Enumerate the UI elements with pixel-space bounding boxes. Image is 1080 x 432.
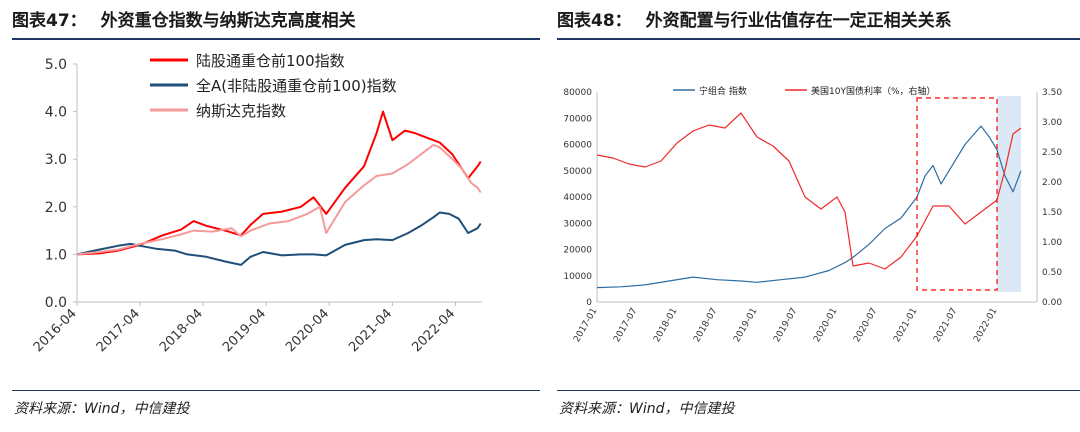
x-tick-label: 2018-04 bbox=[157, 306, 206, 355]
x-tick-label: 2017-04 bbox=[94, 306, 143, 355]
source-rule bbox=[557, 390, 1080, 391]
nasdaq-correlation-chart: 0.0 1.0 2.0 3.0 4.0 5.0 2016-04 2017-04 2018-04 2… bbox=[31, 52, 482, 355]
x-tick-label: 2021-01 bbox=[892, 307, 919, 345]
left-chart-panel: 图表47： 外资重仓指数与纳斯达克高度相关 0.0 1.0 2.0 3.0 4.0 5.0 2… bbox=[12, 11, 540, 417]
x-tick-label: 2022-01 bbox=[972, 307, 999, 345]
left-y-tick-label: 80000 bbox=[563, 88, 592, 98]
left-y-tick-label: 10000 bbox=[563, 272, 592, 282]
title-rule bbox=[557, 38, 1080, 40]
left-y-tick-label: 30000 bbox=[563, 219, 592, 229]
dashed-highlight-box bbox=[916, 97, 998, 291]
y-tick-label: 0.0 bbox=[45, 295, 67, 311]
y-tick-label: 5.0 bbox=[45, 57, 67, 73]
y-tick-label: 1.0 bbox=[45, 247, 67, 263]
left-y-tick-label: 50000 bbox=[563, 167, 592, 177]
x-tick-label: 2019-01 bbox=[732, 307, 759, 345]
left-y-tick-label: 70000 bbox=[563, 114, 592, 124]
x-tick-label: 2021-04 bbox=[346, 306, 395, 355]
right-y-tick-label: 0.00 bbox=[1042, 298, 1062, 308]
series-line-1 bbox=[596, 125, 1022, 289]
chart-title-47: 图表47： 外资重仓指数与纳斯达克高度相关 bbox=[12, 11, 356, 31]
source-note: 资料来源：Wind，中信建投 bbox=[14, 401, 190, 417]
left-y-tick-label: 40000 bbox=[563, 193, 592, 203]
x-tick-label: 2016-04 bbox=[31, 306, 80, 355]
x-tick-label: 2020-07 bbox=[852, 307, 879, 345]
series-line-1 bbox=[76, 110, 482, 256]
x-tick-label: 2020-04 bbox=[283, 306, 332, 355]
y-tick-label: 2.0 bbox=[45, 200, 67, 216]
legend-label: 宁组合 指数 bbox=[699, 85, 747, 97]
x-tick-label: 2018-01 bbox=[652, 307, 679, 345]
highlight-region bbox=[997, 96, 1021, 292]
left-y-tick-label: 60000 bbox=[563, 141, 592, 151]
right-y-tick-label: 1.50 bbox=[1042, 208, 1062, 218]
x-tick-label: 2021-07 bbox=[932, 307, 959, 345]
right-y-tick-label: 3.00 bbox=[1042, 118, 1062, 128]
legend-label: 美国10Y国债利率（%，右轴） bbox=[811, 85, 936, 97]
x-tick-label: 2019-07 bbox=[772, 307, 799, 345]
x-tick-label: 2020-01 bbox=[812, 307, 839, 345]
right-y-tick-label: 2.50 bbox=[1042, 148, 1062, 158]
left-y-tick-label: 0 bbox=[586, 298, 592, 308]
chart-title-48: 图表48： 外资配置与行业估值存在一定正相关关系 bbox=[557, 11, 952, 31]
source-note: 资料来源：Wind，中信建投 bbox=[559, 401, 735, 417]
x-tick-label: 2018-07 bbox=[692, 307, 719, 345]
x-tick-label: 2019-04 bbox=[220, 306, 269, 355]
right-y-tick-label: 0.50 bbox=[1042, 268, 1062, 278]
y-tick-label: 3.0 bbox=[45, 152, 67, 168]
right-chart-panel: 图表48： 外资配置与行业估值存在一定正相关关系 0 10000 20000 30000… bbox=[545, 0, 1080, 432]
right-y-tick-label: 2.00 bbox=[1042, 178, 1062, 188]
series-line-2 bbox=[596, 112, 1022, 270]
series-line-3 bbox=[76, 143, 482, 256]
valuation-correlation-chart: 0 10000 20000 30000 40000 50000 60000 70000 8000… bbox=[563, 85, 1062, 345]
x-tick-label: 2017-07 bbox=[612, 307, 639, 345]
title-rule bbox=[12, 38, 540, 40]
right-y-tick-label: 1.00 bbox=[1042, 238, 1062, 248]
legend-label: 全A(非陆股通重仓前100)指数 bbox=[196, 77, 397, 95]
y-tick-label: 4.0 bbox=[45, 105, 67, 121]
left-y-tick-label: 20000 bbox=[563, 246, 592, 256]
series-line-2 bbox=[76, 211, 482, 266]
legend-label: 陆股通重仓前100指数 bbox=[196, 52, 345, 70]
x-tick-label: 2022-04 bbox=[409, 306, 458, 355]
right-y-tick-label: 3.50 bbox=[1042, 88, 1062, 98]
source-rule bbox=[12, 390, 540, 391]
x-tick-label: 2017-01 bbox=[572, 307, 599, 345]
legend-label: 纳斯达克指数 bbox=[196, 102, 286, 120]
